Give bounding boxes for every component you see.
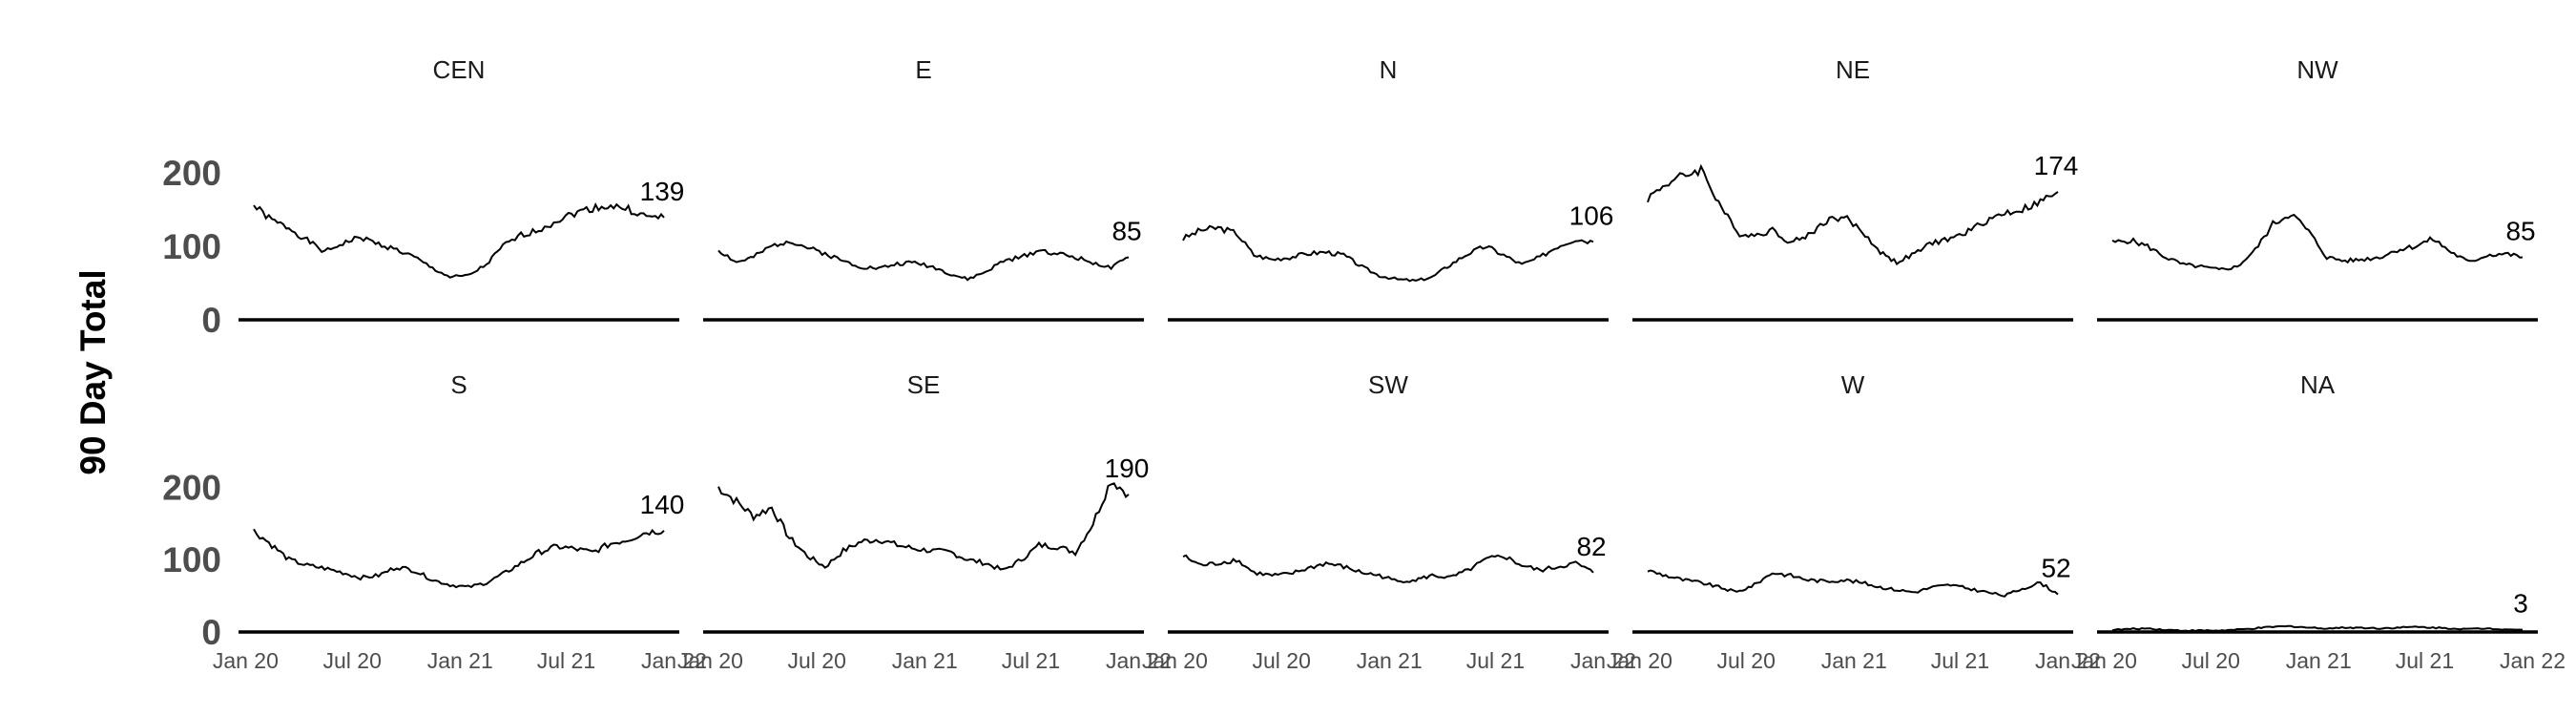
y-axis-label: 90 Day Total [73, 269, 113, 474]
facet-panel: N 106 [1168, 55, 1614, 322]
y-tick-label: 0 [201, 613, 221, 652]
series-line [2111, 624, 2524, 633]
y-tick-label: 200 [162, 154, 221, 193]
facet-panel: S 140 0 100 200 Jan 20 Jul 20 Jan 21 Jul 21 Jan 2… [162, 370, 707, 673]
series-line [717, 482, 1130, 571]
series-line [2111, 213, 2524, 271]
x-tick-label: Jan 22 [1570, 648, 1636, 673]
y-tick-label: 200 [162, 468, 221, 507]
x-tick-label: Jan 22 [1106, 648, 1172, 673]
x-tick-label: Jan 21 [2286, 648, 2352, 673]
x-tick-label: Jul 21 [2396, 648, 2454, 673]
facet-panel: NW 85 [2097, 55, 2538, 322]
facet-title: CEN [433, 55, 486, 84]
facet-title: E [915, 55, 931, 84]
y-tick-label: 0 [201, 301, 221, 340]
end-value-label: 52 [2041, 554, 2070, 583]
x-tick-label: Jul 21 [1002, 648, 1060, 673]
end-value-label: 139 [640, 177, 685, 206]
end-value-label: 82 [1576, 532, 1606, 561]
series-line [253, 528, 665, 589]
x-tick-label: Jan 22 [2500, 648, 2566, 673]
x-tick-label: Jan 20 [1607, 648, 1672, 673]
x-tick-label: Jul 21 [1931, 648, 1989, 673]
x-tick-label: Jan 21 [892, 648, 958, 673]
x-tick-label: Jul 20 [1716, 648, 1775, 673]
x-tick-label: Jan 20 [677, 648, 743, 673]
facet-title: NW [2296, 55, 2338, 84]
series-line [1647, 163, 2059, 265]
x-tick-label: Jan 20 [213, 648, 279, 673]
end-value-label: 106 [1569, 200, 1614, 230]
end-value-label: 85 [1111, 216, 1141, 245]
x-tick-label: Jan 20 [1142, 648, 1208, 673]
x-tick-label: Jul 20 [787, 648, 845, 673]
x-tick-label: Jan 22 [641, 648, 707, 673]
facet-title: W [1841, 370, 1865, 399]
y-tick-label: 100 [162, 227, 221, 266]
x-tick-label: Jul 20 [1252, 648, 1310, 673]
x-tick-label: Jul 21 [537, 648, 595, 673]
facet-panels: CEN 139 0 100 200 E 85 N 106 NE 174 NW 85 S 140 0 100 200… [162, 55, 2566, 673]
end-value-label: 85 [2505, 216, 2535, 245]
facet-panel: E 85 [703, 55, 1144, 322]
x-tick-label: Jul 20 [2181, 648, 2239, 673]
facet-panel: NE 174 [1632, 55, 2079, 322]
facet-panel: NA 3 Jan 20 Jul 20 Jan 21 Jul 21 Jan 22 [2071, 370, 2566, 673]
facet-panel: SE 190 Jan 20 Jul 20 Jan 21 Jul 21 Jan 22 [677, 370, 1172, 673]
facet-title: S [450, 370, 467, 399]
x-tick-label: Jan 21 [427, 648, 493, 673]
facet-panel: CEN 139 0 100 200 [162, 55, 684, 340]
x-tick-label: Jan 21 [1821, 648, 1887, 673]
series-line [253, 201, 665, 279]
facet-title: SW [1368, 370, 1408, 399]
facet-title: NE [1836, 55, 1870, 84]
y-tick-label: 100 [162, 540, 221, 579]
series-line [1647, 569, 2059, 598]
x-tick-label: Jan 22 [2035, 648, 2101, 673]
series-line [1182, 554, 1594, 584]
series-line [1182, 224, 1594, 283]
end-value-label: 3 [2513, 589, 2528, 619]
x-tick-label: Jan 21 [1357, 648, 1423, 673]
facet-title: NA [2300, 370, 2336, 399]
facet-panel: SW 82 Jan 20 Jul 20 Jan 21 Jul 21 Jan 22 [1142, 370, 1636, 673]
series-line [717, 240, 1130, 282]
x-tick-label: Jan 20 [2071, 648, 2137, 673]
x-tick-label: Jul 21 [1466, 648, 1525, 673]
x-tick-label: Jul 20 [322, 648, 381, 673]
end-value-label: 140 [640, 490, 685, 519]
facet-title: N [1380, 55, 1398, 84]
end-value-label: 190 [1105, 453, 1150, 483]
facet-panel: W 52 Jan 20 Jul 20 Jan 21 Jul 21 Jan 22 [1607, 370, 2101, 673]
end-value-label: 174 [2034, 151, 2079, 180]
facet-title: SE [907, 370, 941, 399]
